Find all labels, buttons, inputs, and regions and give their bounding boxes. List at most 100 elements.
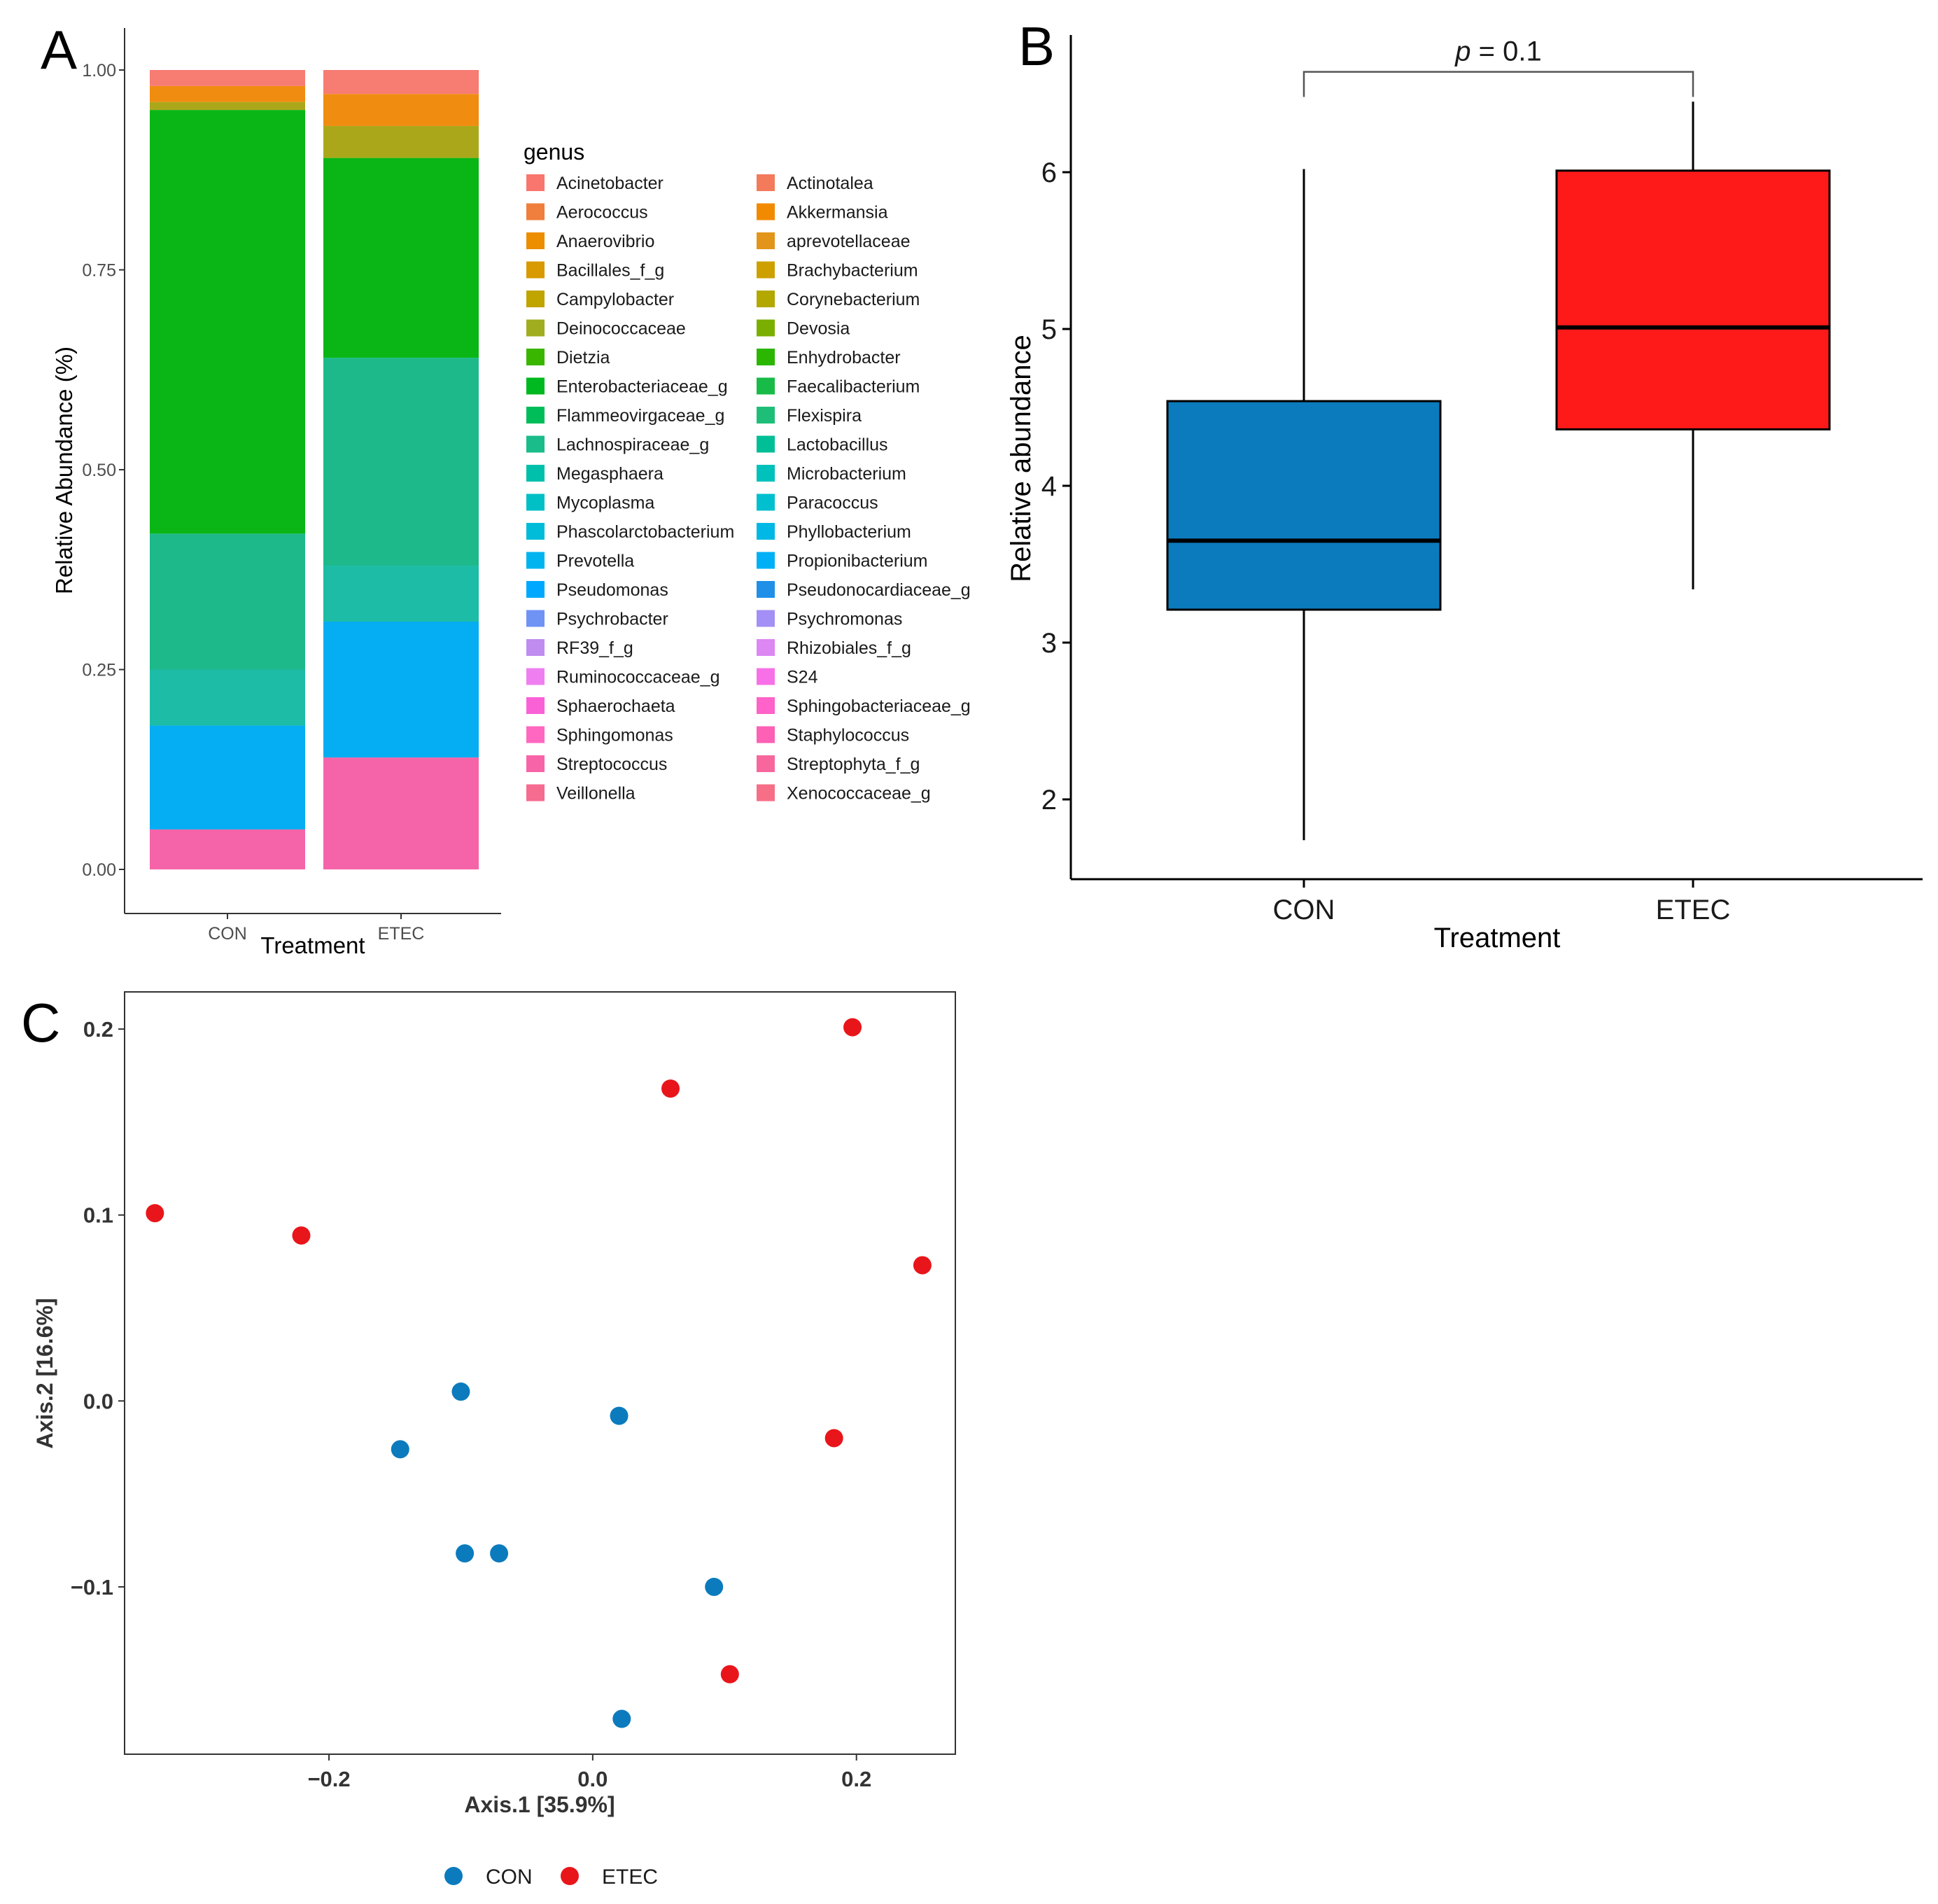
legend-swatch [526,610,545,627]
x-tick-label: 0.0 [577,1767,608,1791]
legend-swatch [526,261,545,279]
legend-label: Flammeovirgaceae_g [556,406,724,426]
plot-frame [124,991,956,1755]
p-value: = 0.1 [1471,36,1542,67]
legend-swatch [757,319,775,337]
legend-label: Aerococcus [556,203,648,223]
legend-label: Megasphaera [556,464,663,484]
point-con [391,1440,409,1459]
legend-swatch [757,203,775,220]
legend-label: Corynebacterium [787,290,920,309]
legend-label: Sphingobacteriaceae_g [787,696,971,716]
y-tick-label: 2 [1041,785,1057,816]
legend-swatch [526,581,545,598]
bar-segment [323,757,479,869]
legend-label: Xenococcaceae_g [787,784,931,804]
legend-dot-con [444,1867,463,1885]
legend-swatch [757,523,775,540]
legend-swatch [757,493,775,511]
legend-label: Campylobacter [556,290,674,309]
legend-swatch [526,407,545,424]
y-tick-label: 0.50 [82,461,116,480]
bar-segment [150,102,305,111]
bar-segment [150,85,305,102]
legend-swatch [757,407,775,424]
legend-swatch [757,232,775,249]
legend-swatch [526,349,545,365]
y-tick-label: 6 [1041,158,1057,188]
legend-label: RF39_f_g [556,638,633,658]
y-tick-label: 5 [1041,314,1057,345]
legend-label-con: CON [486,1865,533,1889]
y-axis-title: Relative abundance [1006,335,1037,582]
legend-label: Bacillales_f_g [556,261,664,281]
bar-segment [150,829,305,869]
bar-segment [323,566,479,622]
legend-swatch [757,174,775,191]
x-tick-label: ETEC [378,924,425,944]
y-axis-title: Axis.2 [16.6%] [32,1298,57,1448]
legend-label: aprevotellaceae [787,232,911,251]
legend-swatch [757,465,775,482]
stacked-bar-chart: 0.00 0.25 0.50 0.75 1.00 CON ETEC Treatment Rela… [51,28,971,958]
legend-swatch [526,523,545,540]
legend-label: Mycoplasma [556,493,654,513]
legend-label: Staphylococcus [787,726,909,746]
x-tick-label: −0.2 [307,1767,350,1791]
legend-swatch [526,319,545,337]
legend-swatch [526,465,545,482]
pcoa-scatter-plot: −0.1 0.0 0.1 0.2 −0.2 0.0 0.2 Axis.1 [35.9%] Axi… [32,991,956,1889]
y-tick-label: 1.00 [82,61,116,80]
legend-label: Enhydrobacter [787,348,901,368]
legend-swatch [757,668,775,685]
legend-swatch [526,552,545,569]
x-tick-label: 0.2 [841,1767,871,1791]
point-con [705,1577,724,1596]
x-axis-title: Treatment [1434,923,1561,953]
legend-label: Brachybacterium [787,261,918,281]
bar-segment [150,725,305,830]
y-tick-label: 0.75 [82,261,116,281]
legend-label: Pseudomonas [556,580,668,600]
legend-label: Dietzia [556,348,610,368]
legend-swatch [757,290,775,307]
legend-swatch [757,552,775,569]
x-axis-title: Axis.1 [35.9%] [464,1792,615,1817]
bar-segment [150,70,305,86]
box-plot: 2 3 4 5 6 CON ETEC p = 0.1 Treatment Relative abu… [1006,35,1923,953]
legend-label: Anaerovibrio [556,232,654,251]
bar-segment [323,125,479,158]
legend-swatch [526,639,545,656]
legend-label: Acinetobacter [556,174,663,193]
bar-segment [150,110,305,534]
legend-label: Lactobacillus [787,435,888,455]
y-tick-label: −0.1 [71,1575,113,1600]
legend-swatch [757,377,775,395]
x-tick-label: ETEC [1656,895,1731,925]
panel-label-c: C [21,992,60,1054]
x-axis-title: Treatment [260,932,365,958]
legend-label: Pseudonocardiaceae_g [787,580,971,600]
point-con [612,1709,631,1728]
legend-label: S24 [787,668,818,687]
legend-label: Phascolarctobacterium [556,522,734,542]
legend-swatch [526,290,545,307]
legend-label: Devosia [787,319,850,339]
bar-segment [323,621,479,758]
significance-bracket [1302,71,1694,97]
legend-label: Prevotella [556,552,634,571]
point-con [451,1382,470,1401]
y-tick-label: 3 [1041,628,1057,659]
bar-segment [323,158,479,358]
legend-label: Deinococcaceae [556,319,686,339]
bar-segment [323,94,479,126]
legend-swatch [526,377,545,395]
legend-swatch [526,174,545,191]
legend-label: Sphaerochaeta [556,696,675,716]
y-tick-label: 0.1 [83,1203,113,1228]
p-value-label: p = 0.1 [1454,36,1541,67]
point-etec [146,1204,164,1223]
point-etec [913,1256,932,1275]
x-tick-label: CON [1273,895,1335,925]
